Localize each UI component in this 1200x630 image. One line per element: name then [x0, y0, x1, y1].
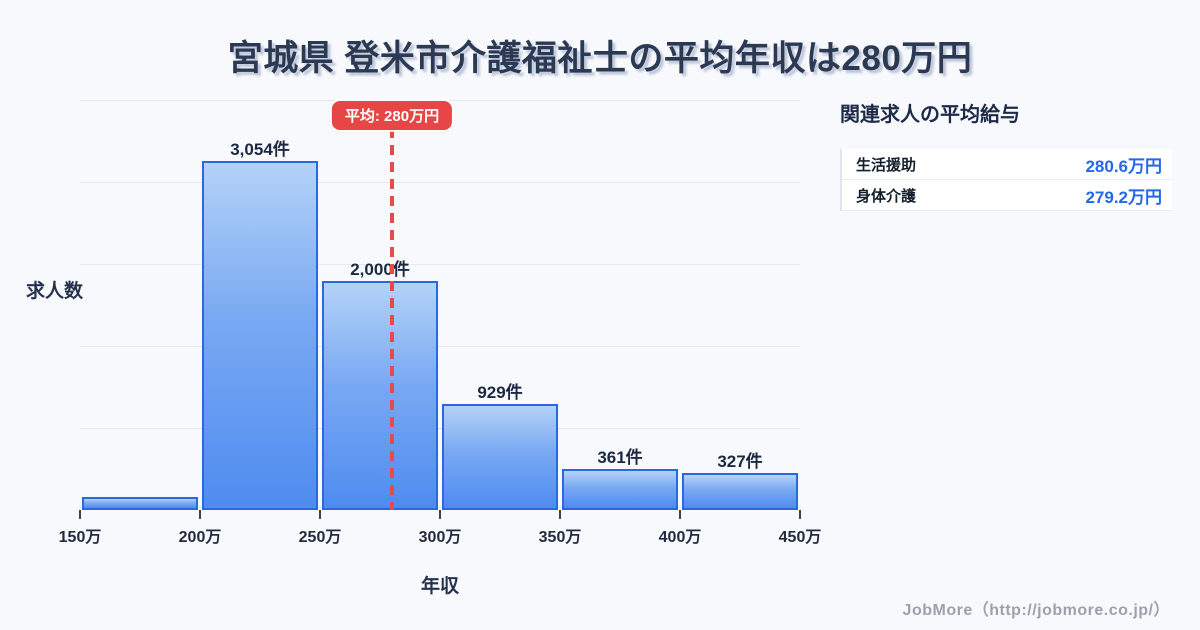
- average-badge: 平均: 280万円: [331, 101, 453, 130]
- related-job-value: 279.2万円: [1085, 187, 1162, 207]
- histogram-bar-350万-400万: [562, 469, 678, 510]
- x-axis-tick-label: 400万: [658, 529, 702, 546]
- bar-value-label: 929件: [477, 383, 523, 402]
- x-axis-tick-label: 450万: [778, 529, 822, 546]
- histogram-bar-400万-450万: [682, 473, 798, 510]
- bar-value-label: 2,000件: [350, 260, 410, 279]
- histogram-bar-300万-350万: [442, 404, 558, 510]
- histogram-bar-250万-300万: [322, 281, 438, 510]
- bar-value-label: 3,054件: [230, 140, 290, 159]
- page-title: 宮城県 登米市介護福祉士の平均年収は280万円: [227, 39, 973, 78]
- bar-value-label: 327件: [717, 452, 763, 471]
- y-axis-title: 求人数: [26, 281, 84, 302]
- footer-credit: JobMore（http://jobmore.co.jp/）: [902, 602, 1170, 619]
- related-job-row: 生活援助 280.6万円: [842, 149, 1172, 180]
- x-axis-tick-label: 300万: [418, 529, 462, 546]
- x-axis-tick-label: 350万: [538, 529, 582, 546]
- histogram-plot-area: 3,054件 2,000件 929件 361件 327件: [80, 100, 800, 510]
- gridline: [80, 100, 800, 101]
- x-axis-tick: [439, 510, 441, 519]
- related-job-label: 身体介護: [856, 187, 917, 205]
- bar-value-label: 361件: [597, 448, 643, 467]
- x-axis-title: 年収: [420, 576, 459, 597]
- related-jobs-panel-title: 関連求人の平均給与: [840, 104, 1020, 126]
- x-axis-tick: [679, 510, 681, 519]
- histogram-bar-200万-250万: [202, 161, 318, 510]
- related-job-row: 身体介護 279.2万円: [842, 180, 1172, 211]
- x-axis-tick-label: 250万: [298, 529, 342, 546]
- gridline: [80, 264, 800, 265]
- average-dashed-line: [390, 128, 394, 510]
- related-job-label: 生活援助: [856, 156, 917, 174]
- x-axis-tick: [559, 510, 561, 519]
- gridline: [80, 428, 800, 429]
- x-axis-tick: [79, 510, 81, 519]
- x-axis-tick-label: 150万: [58, 529, 102, 546]
- x-axis-tick: [799, 510, 801, 519]
- related-job-value: 280.6万円: [1085, 156, 1162, 176]
- related-jobs-panel: 関連求人の平均給与 生活援助 280.6万円身体介護 279.2万円: [840, 98, 1172, 211]
- x-axis-tick: [199, 510, 201, 519]
- x-axis-tick-label: 200万: [178, 529, 222, 546]
- x-axis-tick: [319, 510, 321, 519]
- related-jobs-table: 生活援助 280.6万円身体介護 279.2万円: [840, 149, 1172, 211]
- histogram-bar-150万-200万: [82, 497, 198, 510]
- gridline: [80, 182, 800, 183]
- gridline: [80, 346, 800, 347]
